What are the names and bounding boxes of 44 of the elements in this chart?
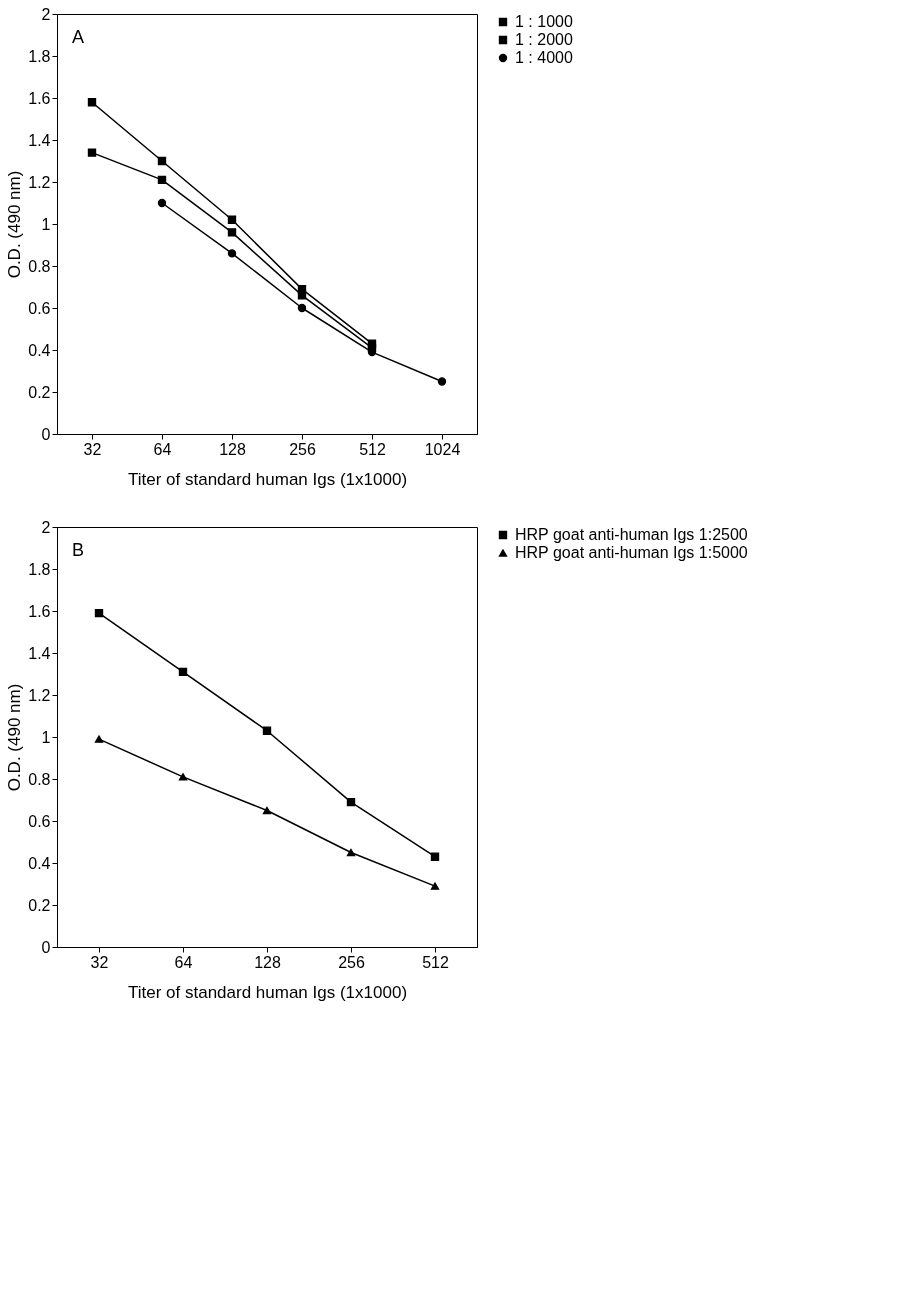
legend-label: HRP goat anti-human Igs 1:2500 (515, 526, 748, 543)
y-tick-label: 0.8 (28, 770, 51, 788)
y-tick-label: 0.2 (28, 896, 51, 914)
legend-label: 1 : 2000 (515, 31, 573, 48)
y-tick-label: 0 (41, 425, 51, 443)
x-tick-label: 64 (174, 953, 193, 971)
x-tick-label: 512 (422, 953, 449, 971)
y-tick-label: 1.2 (28, 686, 51, 704)
annotation: B (72, 540, 85, 560)
y-axis-title: O.D. (490 nm) (5, 683, 25, 792)
x-tick-label: 32 (83, 440, 102, 458)
legend-label: 1 : 4000 (515, 49, 573, 66)
y-tick-label: 0.6 (28, 299, 51, 317)
x-tick-label: 64 (153, 440, 172, 458)
x-tick-label: 128 (219, 440, 246, 458)
y-tick-label: 2 (41, 518, 51, 536)
x-tick-label: 1024 (424, 440, 461, 458)
annotation: A (72, 27, 85, 47)
y-tick-label: 0.8 (28, 257, 51, 275)
y-tick-label: 1 (41, 215, 51, 233)
x-tick-label: 256 (338, 953, 365, 971)
y-tick-label: 1.6 (28, 89, 51, 107)
y-axis-title: O.D. (490 nm) (5, 170, 25, 279)
y-tick-label: 0.6 (28, 812, 51, 830)
y-tick-label: 1 (41, 728, 51, 746)
y-tick-label: 1.2 (28, 173, 51, 191)
y-tick-label: 1.4 (28, 644, 51, 662)
x-tick-label: 128 (254, 953, 281, 971)
y-tick-label: 0 (41, 938, 51, 956)
y-tick-label: 2 (41, 5, 51, 23)
y-tick-label: 1.8 (28, 560, 51, 578)
y-tick-label: 1.8 (28, 47, 51, 65)
x-axis-title: Titer of standard human Igs (1x1000) (127, 982, 408, 1002)
y-tick-label: 0.4 (28, 854, 51, 872)
y-tick-label: 1.6 (28, 602, 51, 620)
legend-label: HRP goat anti-human Igs 1:5000 (515, 544, 748, 561)
y-tick-label: 1.4 (28, 131, 51, 149)
x-tick-label: 32 (90, 953, 109, 971)
x-tick-label: 256 (289, 440, 316, 458)
y-tick-label: 0.4 (28, 341, 51, 359)
x-axis-title: Titer of standard human Igs (1x1000) (127, 469, 408, 489)
x-tick-label: 512 (359, 440, 386, 458)
legend-label: 1 : 1000 (515, 13, 573, 30)
y-tick-label: 0.2 (28, 383, 51, 401)
